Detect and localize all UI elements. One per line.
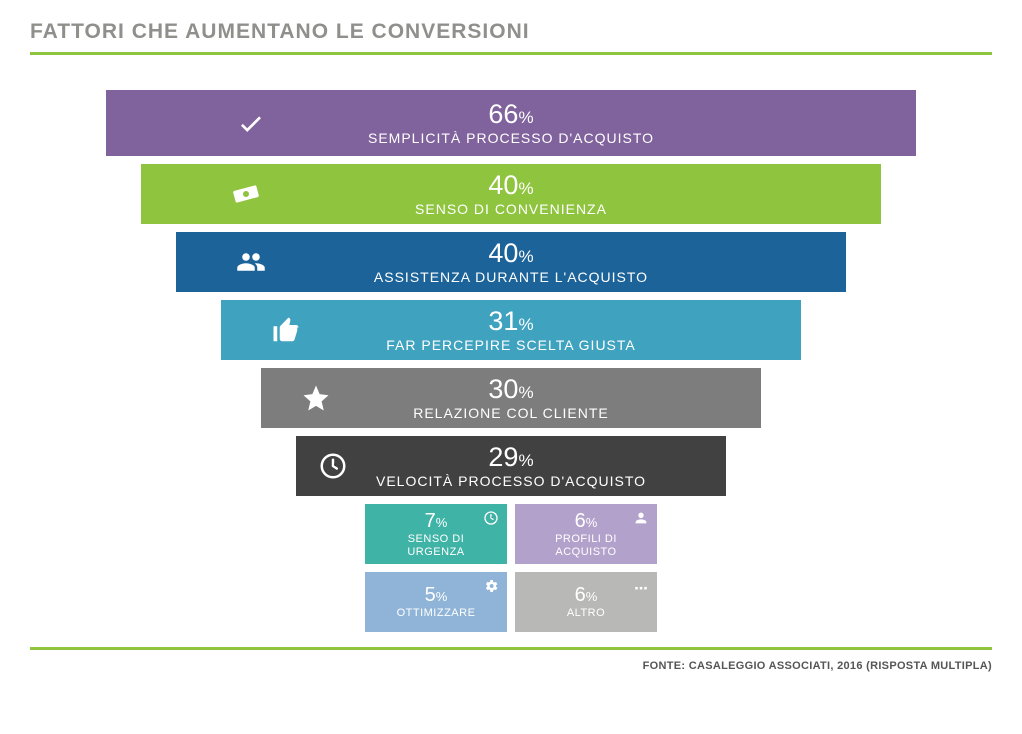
- bar-content: 40%SENSO DI CONVENIENZA: [415, 170, 607, 217]
- small-boxes: 7%SENSO DIURGENZA6%PROFILI DIACQUISTO5%O…: [365, 504, 657, 632]
- people-icon: [236, 247, 266, 277]
- bar-label: RELAZIONE COL CLIENTE: [413, 405, 609, 421]
- bottom-rule: [30, 647, 992, 650]
- top-rule: [30, 52, 992, 55]
- funnel-bar: 29%VELOCITÀ PROCESSO D'ACQUISTO: [296, 436, 726, 496]
- small-percent: 6%: [575, 510, 598, 533]
- bar-content: 29%VELOCITÀ PROCESSO D'ACQUISTO: [376, 442, 646, 489]
- small-box: 6%ALTRO: [515, 572, 657, 632]
- funnel-bar: 66%SEMPLICITÀ PROCESSO D'ACQUISTO: [106, 90, 916, 156]
- small-percent: 7%: [425, 510, 448, 533]
- bar-label: FAR PERCEPIRE SCELTA GIUSTA: [386, 337, 636, 353]
- funnel-chart: 66%SEMPLICITÀ PROCESSO D'ACQUISTO40%SENS…: [30, 90, 992, 632]
- bar-label: VELOCITÀ PROCESSO D'ACQUISTO: [376, 473, 646, 489]
- page-title: FATTORI CHE AUMENTANO LE CONVERSIONI: [30, 20, 992, 44]
- gears-icon: [483, 578, 499, 599]
- funnel-bar: 31%FAR PERCEPIRE SCELTA GIUSTA: [221, 300, 801, 360]
- bar-percent: 40%: [488, 238, 533, 269]
- small-label: OTTIMIZZARE: [397, 607, 476, 619]
- dots-icon: [633, 578, 649, 596]
- small-percent: 5%: [425, 584, 448, 607]
- bar-label: ASSISTENZA DURANTE L'ACQUISTO: [374, 269, 648, 285]
- small-label: PROFILI DIACQUISTO: [555, 533, 617, 557]
- small-box: 6%PROFILI DIACQUISTO: [515, 504, 657, 564]
- funnel-bar: 40%ASSISTENZA DURANTE L'ACQUISTO: [176, 232, 846, 292]
- small-label: ALTRO: [567, 607, 605, 619]
- bar-content: 30%RELAZIONE COL CLIENTE: [413, 374, 609, 421]
- bar-percent: 29%: [488, 442, 533, 473]
- bar-percent: 40%: [488, 170, 533, 201]
- source-text: FONTE: CASALEGGIO ASSOCIATI, 2016 (RISPO…: [30, 660, 992, 672]
- clock-icon: [483, 510, 499, 531]
- bar-percent: 66%: [488, 99, 533, 130]
- check-icon: [236, 108, 266, 138]
- bar-label: SEMPLICITÀ PROCESSO D'ACQUISTO: [368, 130, 654, 146]
- funnel-bar: 40%SENSO DI CONVENIENZA: [141, 164, 881, 224]
- bar-percent: 31%: [488, 306, 533, 337]
- small-percent: 6%: [575, 584, 598, 607]
- small-label: SENSO DIURGENZA: [407, 533, 464, 557]
- person-icon: [633, 510, 649, 531]
- clock-icon: [318, 451, 348, 481]
- bar-percent: 30%: [488, 374, 533, 405]
- small-row: 5%OTTIMIZZARE6%ALTRO: [365, 572, 657, 632]
- bar-content: 40%ASSISTENZA DURANTE L'ACQUISTO: [374, 238, 648, 285]
- thumb-icon: [271, 315, 301, 345]
- bar-content: 66%SEMPLICITÀ PROCESSO D'ACQUISTO: [368, 99, 654, 146]
- small-row: 7%SENSO DIURGENZA6%PROFILI DIACQUISTO: [365, 504, 657, 564]
- small-box: 5%OTTIMIZZARE: [365, 572, 507, 632]
- funnel-bar: 30%RELAZIONE COL CLIENTE: [261, 368, 761, 428]
- small-box: 7%SENSO DIURGENZA: [365, 504, 507, 564]
- star-icon: [301, 383, 331, 413]
- cash-icon: [231, 184, 261, 205]
- bar-label: SENSO DI CONVENIENZA: [415, 201, 607, 217]
- bar-content: 31%FAR PERCEPIRE SCELTA GIUSTA: [386, 306, 636, 353]
